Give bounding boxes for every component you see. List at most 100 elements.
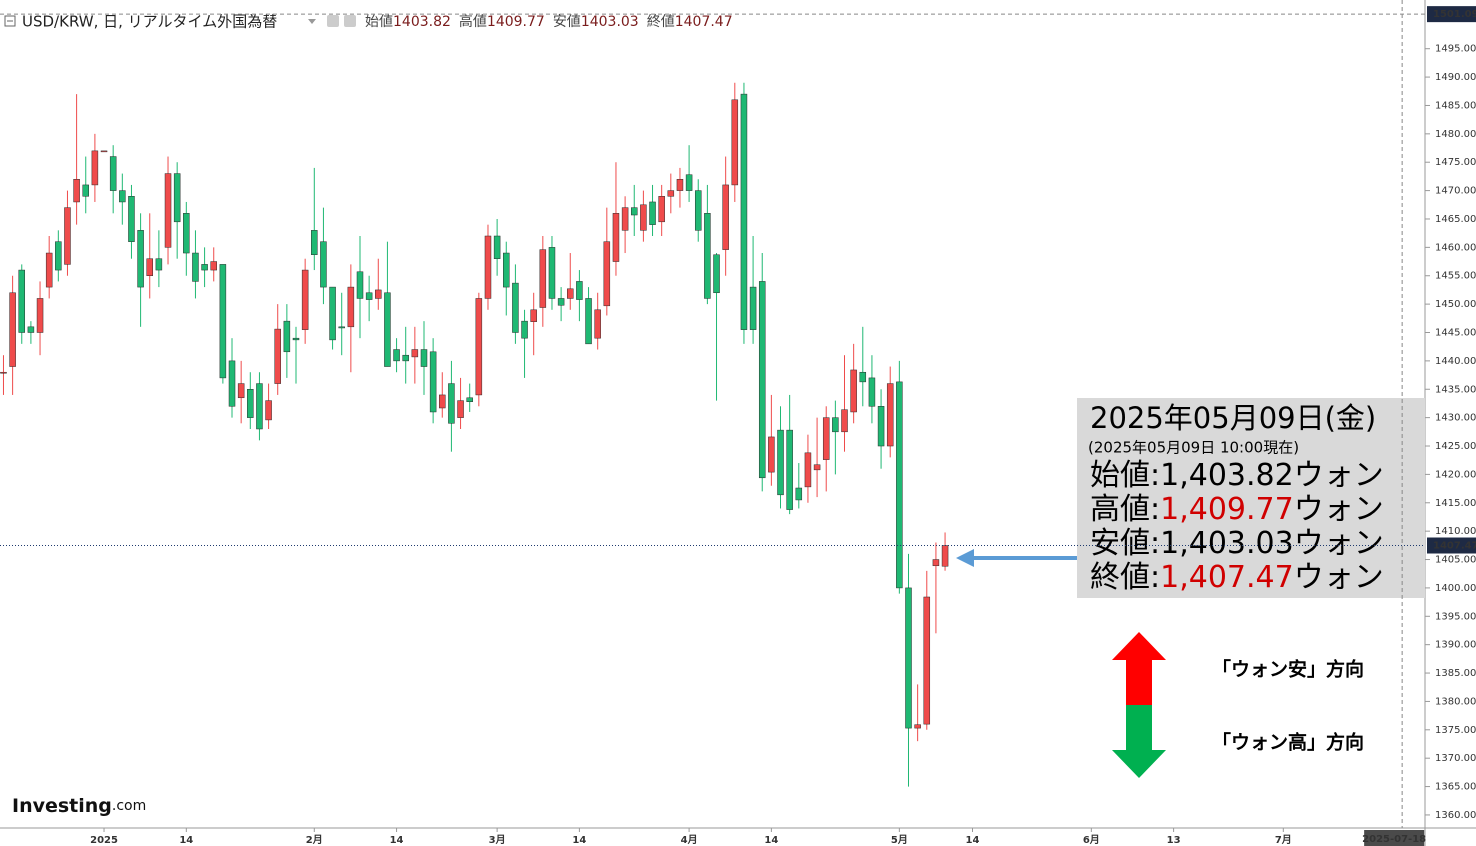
candle-body xyxy=(822,417,830,460)
candle-body xyxy=(45,252,53,288)
candle-body xyxy=(512,282,519,333)
x-tick-label: 14 xyxy=(390,835,404,846)
candle-body xyxy=(256,383,263,430)
row-label: 終値: xyxy=(1090,560,1160,595)
top-price-label: 1501.09 xyxy=(1433,9,1476,20)
ohlc-label: 始値 xyxy=(365,14,393,30)
y-tick-label: 1460.00 xyxy=(1435,242,1476,253)
candle-body xyxy=(841,409,848,433)
candle-body xyxy=(466,397,473,402)
candle-body xyxy=(91,150,99,186)
y-tick-label: 1490.00 xyxy=(1435,72,1476,83)
collapse-icon[interactable] xyxy=(4,15,16,27)
candle-body xyxy=(457,400,464,418)
candle-body xyxy=(119,190,126,203)
ohlc-label: 終値 xyxy=(647,14,675,30)
x-tick-label: 14 xyxy=(764,835,778,846)
logo-brand: Investing xyxy=(12,795,112,817)
candle-body xyxy=(804,452,812,488)
candle-body xyxy=(100,150,108,153)
y-tick-label: 1415.00 xyxy=(1435,498,1476,509)
candle-body xyxy=(484,235,492,299)
symbol-text: USD/KRW, 日, リアルタイム外国為替 xyxy=(22,13,277,31)
candle-body xyxy=(548,247,556,299)
candle-body xyxy=(338,326,345,329)
candle-body xyxy=(192,252,199,282)
candle-body xyxy=(786,429,793,510)
last-price-label: 1407.47 xyxy=(1433,541,1476,552)
candle-body xyxy=(493,235,501,259)
candle-body xyxy=(429,351,437,413)
candle-body xyxy=(576,281,583,300)
y-tick-label: 1440.00 xyxy=(1435,356,1476,367)
candle-body xyxy=(201,264,208,271)
candle-body xyxy=(503,252,510,288)
row-label: 高値: xyxy=(1090,492,1160,527)
annotation-row: 終値:1,407.47ウォン xyxy=(1090,560,1384,595)
candle-body xyxy=(539,249,547,308)
y-tick-label: 1400.00 xyxy=(1435,583,1476,594)
candle-body xyxy=(704,213,711,299)
y-tick-label: 1445.00 xyxy=(1435,327,1476,338)
annotation-row: 始値:1,403.82ウォン xyxy=(1090,458,1384,493)
candle-body xyxy=(384,292,391,367)
ohlc-header: 始値1403.82 高値1409.77 安値1403.03 終値1407.47 xyxy=(365,13,733,30)
ohlc-label: 高値 xyxy=(459,13,487,30)
candle-body xyxy=(55,241,62,271)
y-tick-label: 1390.00 xyxy=(1435,640,1476,651)
candle-body xyxy=(777,429,784,496)
dropdown-icon[interactable] xyxy=(308,19,316,24)
candle-body xyxy=(9,292,16,367)
candle-body xyxy=(146,258,153,276)
settings-icon[interactable] xyxy=(344,15,356,27)
x-tick-label: 14 xyxy=(179,835,193,846)
settings-icon[interactable] xyxy=(327,15,339,27)
y-tick-label: 1435.00 xyxy=(1435,384,1476,395)
candle-body xyxy=(183,213,190,254)
direction-note: 「ウォン安」方向 xyxy=(1212,658,1364,681)
pointer-arrow-head xyxy=(956,549,974,567)
candle-body xyxy=(64,207,71,265)
candle-body xyxy=(731,99,739,186)
candle-body xyxy=(237,383,245,399)
row-unit: ウォン xyxy=(1294,526,1384,561)
candle-body xyxy=(292,337,300,341)
x-tick-label: 4月 xyxy=(681,834,698,846)
y-tick-label: 1360.00 xyxy=(1435,810,1476,821)
candle-body xyxy=(265,400,272,421)
annotation-row: 高値:1,409.77ウォン xyxy=(1090,492,1384,527)
candle-body xyxy=(173,173,181,223)
candle-body xyxy=(877,406,885,447)
logo: Investing.com xyxy=(12,795,146,817)
candle-body xyxy=(402,354,409,362)
candle-body xyxy=(713,254,720,294)
candle-body xyxy=(247,389,254,418)
y-tick-label: 1375.00 xyxy=(1435,725,1476,736)
candle-body xyxy=(521,320,528,339)
candle-body xyxy=(27,326,35,333)
y-tick-label: 1420.00 xyxy=(1435,469,1476,480)
candle-body xyxy=(813,464,821,471)
candle-body xyxy=(694,190,702,231)
y-tick-label: 1465.00 xyxy=(1435,214,1476,225)
candle-body xyxy=(301,269,309,330)
y-tick-label: 1455.00 xyxy=(1435,271,1476,282)
down-arrow xyxy=(1112,705,1166,778)
annotation-rows: 始値:1,403.82ウォン高値:1,409.77ウォン安値:1,403.03ウ… xyxy=(1090,458,1384,595)
candle-body xyxy=(758,281,766,479)
annotation-row: 安値:1,403.03ウォン xyxy=(1090,526,1384,561)
candle-body xyxy=(886,383,894,447)
candle-body xyxy=(411,349,419,358)
candle-body xyxy=(859,371,867,383)
candle-body xyxy=(283,320,291,353)
candle-body xyxy=(850,369,857,413)
candle-body xyxy=(594,309,601,339)
y-tick-label: 1425.00 xyxy=(1435,441,1476,452)
candles xyxy=(0,82,949,787)
y-tick-label: 1430.00 xyxy=(1435,413,1476,424)
candle-body xyxy=(941,545,949,567)
candle-body xyxy=(347,286,355,328)
candle-body xyxy=(621,207,629,231)
candle-body xyxy=(740,93,748,330)
y-tick-label: 1410.00 xyxy=(1435,526,1476,537)
